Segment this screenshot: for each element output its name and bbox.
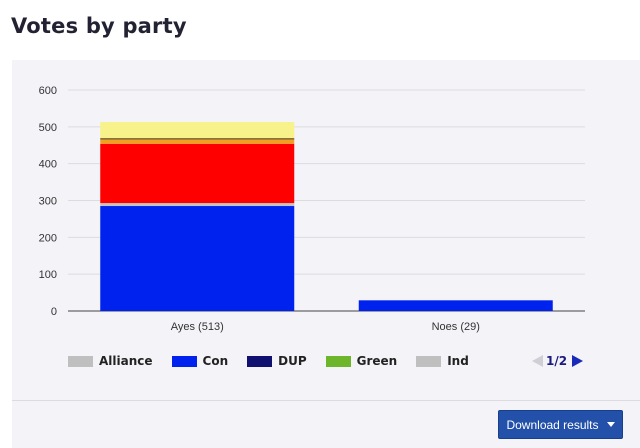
y-tick-label: 0 — [51, 306, 57, 318]
y-tick-label: 100 — [39, 269, 57, 281]
legend-page-indicator: 1/2 — [546, 354, 568, 368]
y-tick-label: 400 — [39, 159, 57, 171]
votes-chart: 0 100 200 300 400 500 600 Ayes (513) Noes (29) — [39, 85, 585, 333]
legend-item[interactable]: Alliance — [68, 354, 153, 368]
legend-swatch — [68, 355, 93, 367]
download-results-label: Download results — [506, 417, 599, 432]
bar-segment[interactable] — [100, 139, 295, 144]
legend-prev-arrow-icon[interactable] — [532, 355, 543, 367]
bar-segment[interactable] — [100, 143, 295, 204]
legend-item[interactable]: Con — [171, 354, 229, 368]
legend-label: Alliance — [99, 354, 153, 368]
legend-pager[interactable]: 1/2 — [532, 352, 584, 370]
bar-segment[interactable] — [100, 203, 295, 207]
results-panel: 0 100 200 300 400 500 600 Ayes (513) Noes (29) A… — [12, 60, 640, 448]
y-tick-label: 200 — [39, 232, 57, 244]
y-tick-label: 500 — [39, 122, 57, 134]
legend-swatch — [416, 355, 442, 367]
legend-item[interactable]: DUP — [247, 354, 307, 368]
x-category-label: Ayes (513) — [171, 321, 224, 333]
bar-segment[interactable] — [100, 122, 295, 139]
bar-segment[interactable] — [100, 138, 295, 140]
panel-divider — [12, 400, 640, 401]
legend-swatch — [247, 355, 273, 367]
legend-item[interactable]: Green — [325, 354, 398, 368]
legend-label: Ind — [447, 354, 469, 368]
chart-card: 0 100 200 300 400 500 600 Ayes (513) Noes (29) A… — [12, 60, 640, 400]
y-tick-label: 600 — [39, 85, 57, 97]
bar-segment[interactable] — [100, 206, 295, 311]
legend-label: Con — [202, 354, 229, 368]
legend-item[interactable]: Ind — [416, 354, 469, 368]
chart-legend: Alliance Con DUP Green Ind — [68, 352, 488, 370]
legend-next-arrow-icon[interactable] — [572, 355, 584, 367]
y-tick-label: 300 — [39, 196, 57, 208]
legend-swatch — [171, 355, 197, 367]
download-results-button[interactable]: Download results — [498, 410, 623, 439]
legend-label: DUP — [278, 354, 307, 368]
legend-label: Green — [356, 354, 398, 368]
caret-down-icon — [606, 422, 615, 427]
legend-swatch — [325, 355, 351, 367]
x-category-label: Noes (29) — [432, 321, 480, 333]
bar-segment[interactable] — [358, 300, 553, 311]
page-title: Votes by party — [11, 14, 187, 38]
